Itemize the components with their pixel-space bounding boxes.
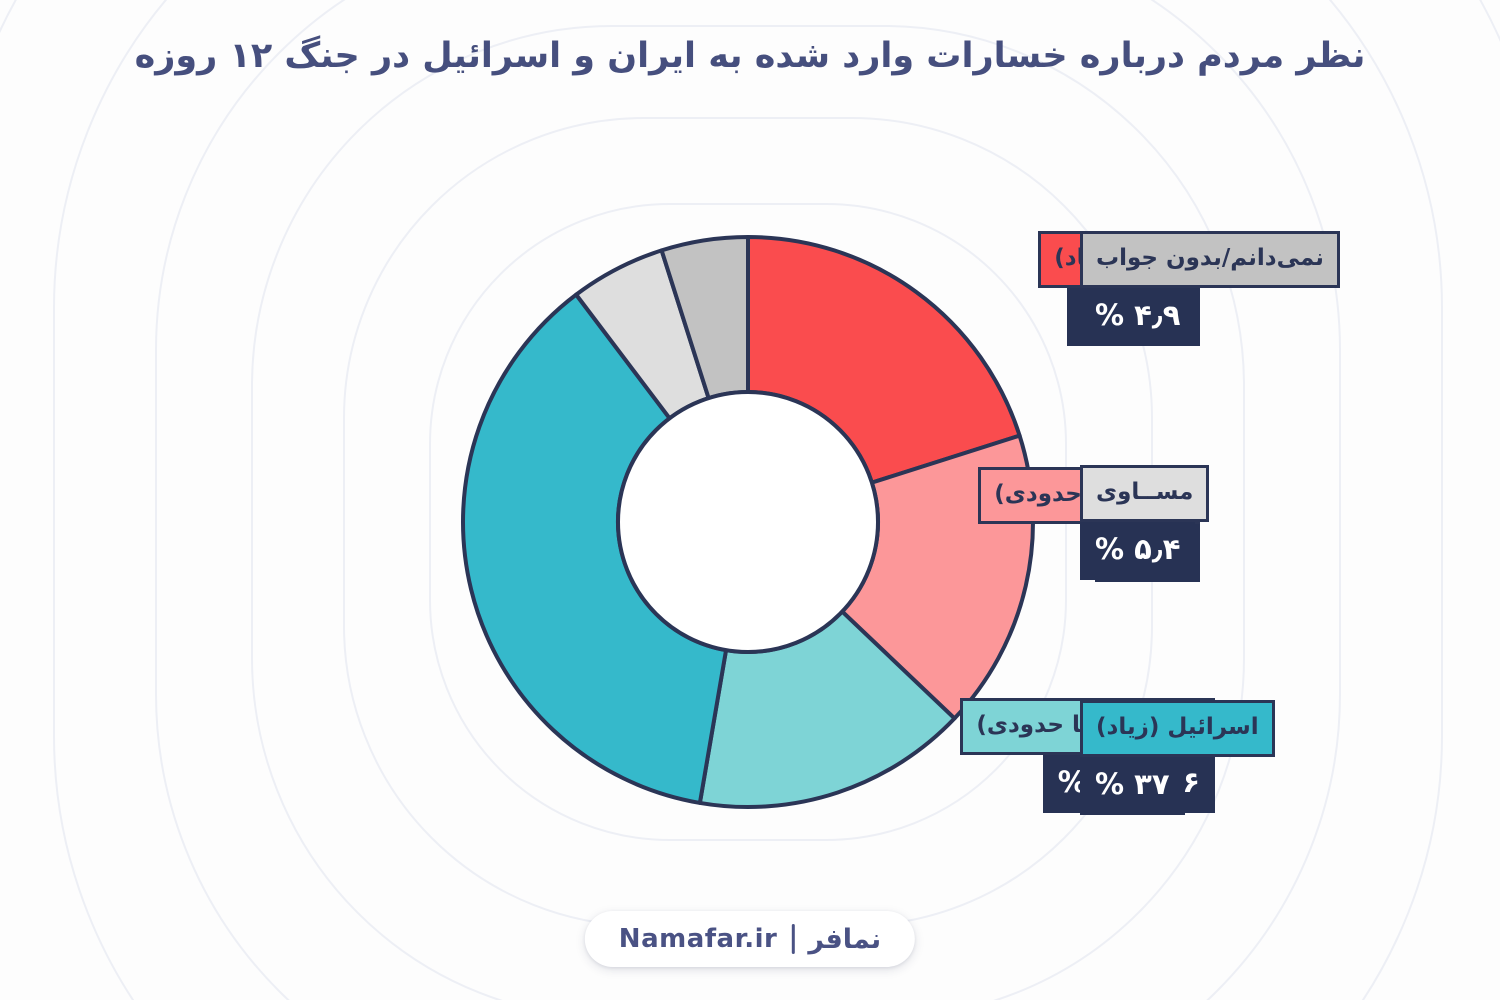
brand-divider bbox=[791, 924, 795, 954]
donut-chart bbox=[448, 222, 1048, 822]
callout-israel-high-value: ۳۷ % bbox=[1080, 757, 1185, 815]
brand-name-en: Namafar.ir bbox=[618, 924, 778, 954]
donut-hole bbox=[616, 390, 880, 654]
callout-dont-know[interactable]: نمی‌دانم/بدون جواب ۴٫۹ % bbox=[1080, 231, 1340, 346]
callout-dont-know-label: نمی‌دانم/بدون جواب bbox=[1080, 231, 1340, 288]
callout-equal-value: ۵٫۴ % bbox=[1080, 522, 1196, 580]
callout-dont-know-value: ۴٫۹ % bbox=[1080, 288, 1196, 346]
callout-equal[interactable]: مســاوی ۵٫۴ % bbox=[1080, 465, 1210, 580]
brand-name-fa: نمافر bbox=[808, 923, 882, 955]
callout-equal-label: مســاوی bbox=[1080, 465, 1210, 522]
callout-israel-high[interactable]: اسرائیل (زیاد) ۳۷ % bbox=[1080, 700, 1275, 815]
page-title: نظر مردم درباره خسارات وارد شده به ایران… bbox=[134, 36, 1366, 76]
footer-brand-pill[interactable]: نمافر Namafar.ir bbox=[584, 911, 916, 967]
callout-israel-high-label: اسرائیل (زیاد) bbox=[1080, 700, 1275, 757]
